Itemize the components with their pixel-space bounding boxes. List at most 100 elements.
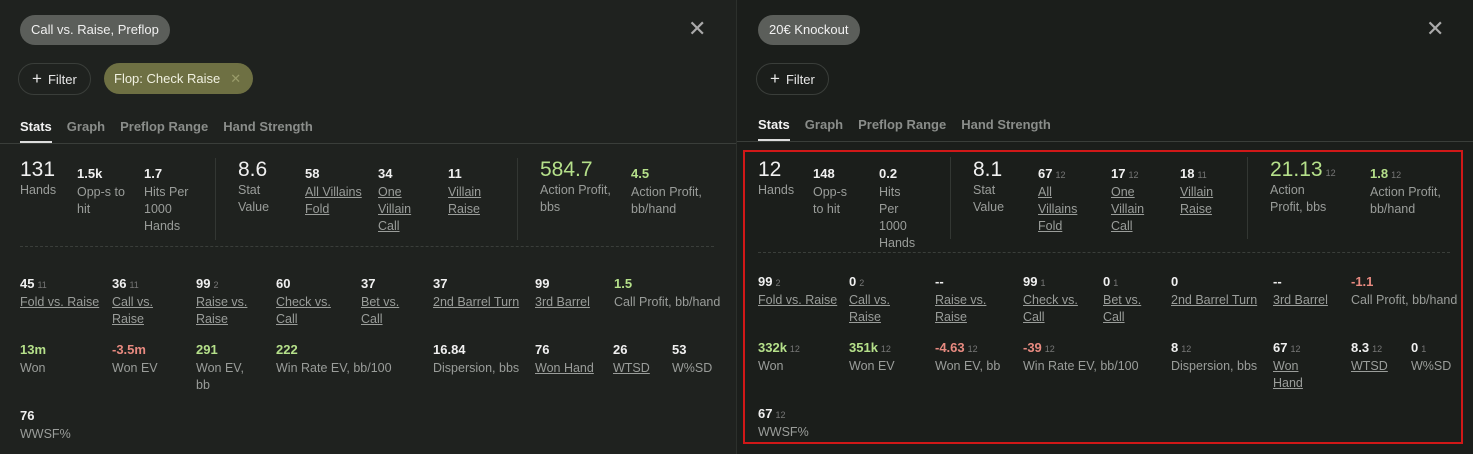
stat-value: 13m [20,342,100,357]
stat-raise-vs-raise[interactable]: -- Raise vs. Raise [935,274,995,326]
stat-value-text: -4.63 [935,340,965,355]
stat-sample-count: 11 [129,280,139,290]
stat-w-sd: 0 1 W%SD [1411,340,1461,375]
stat-label[interactable]: 3rd Barrel [1273,293,1328,307]
stat-label[interactable]: Raise vs. Raise [196,295,248,326]
stat-label[interactable]: Fold vs. Raise [20,295,100,309]
stat-label[interactable]: WTSD [1351,359,1388,373]
stat-label[interactable]: Bet vs. Call [1103,293,1142,324]
stat-wtsd[interactable]: 8.3 12 WTSD [1351,340,1401,375]
stat-value-text: 76 [20,408,35,423]
stat-label[interactable]: Villain Raise [448,185,482,216]
stat-label[interactable]: Bet vs. Call [361,295,400,326]
stat-label[interactable]: Villain Raise [1180,185,1214,216]
tab-graph[interactable]: Graph [804,117,844,132]
stat-value-text: 8.1 [973,158,1003,181]
tab-preflop-range[interactable]: Preflop Range [858,117,947,132]
stat-one-villain-call[interactable]: 17 12 One Villain Call [1111,166,1151,235]
stat-hits-per-1000-hands: 1.7 Hits Per 1000 Hands [144,166,204,235]
stat-value-text: -- [935,274,944,289]
tab-hand-strength[interactable]: Hand Strength [961,117,1051,132]
stat-label[interactable]: WTSD [613,361,650,375]
stat-value-text: 67 [758,406,773,421]
stat-check-vs-call[interactable]: 60 Check vs. Call [276,276,336,328]
tab-stats[interactable]: Stats [20,119,52,143]
stat-value-text: 34 [378,166,393,181]
stat-fold-vs-raise[interactable]: 45 11 Fold vs. Raise [20,276,110,311]
stat-value-text: 1.8 [1370,166,1389,181]
stat-fold-vs-raise[interactable]: 99 2 Fold vs. Raise [758,274,843,309]
stat-value: 222 [276,342,426,357]
stat-all-villains-fold[interactable]: 67 12 All Villains Fold [1038,166,1078,235]
stat-one-villain-call[interactable]: 34 One Villain Call [378,166,428,235]
stat-label[interactable]: One Villain Call [1111,185,1145,233]
stat-value-text: 0.2 [879,166,898,181]
stat-villain-raise[interactable]: 11 Villain Raise [448,166,508,218]
stat-label[interactable]: Check vs. Call [276,295,331,326]
stat-call-vs-raise[interactable]: 0 2 Call vs. Raise [849,274,909,326]
stat-value-text: 99 [535,276,550,291]
stat-won-hand[interactable]: 67 12 Won Hand [1273,340,1313,392]
stat-label[interactable]: One Villain Call [378,185,412,233]
stat-label: Win Rate EV, bb/100 [1023,359,1139,373]
stat-won-hand[interactable]: 76 Won Hand [535,342,605,377]
stat-label[interactable]: Call vs. Raise [849,293,890,324]
stat-label[interactable]: 2nd Barrel Turn [433,295,520,309]
stat-label[interactable]: Call vs. Raise [112,295,153,326]
group-title-chip[interactable]: Call vs. Raise, Preflop [20,15,170,45]
stat-won-ev: -3.5m Won EV [112,342,192,377]
stat-sample-count: 12 [1290,344,1301,354]
stat-wtsd[interactable]: 26 WTSD [613,342,663,377]
stat-bet-vs-call[interactable]: 0 1 Bet vs. Call [1103,274,1153,326]
stat-value-text: 351k [849,340,878,355]
stat-value-text: 13m [20,342,47,357]
stat-value-text: 53 [672,342,687,357]
tab-hand-strength[interactable]: Hand Strength [223,119,313,134]
stat-sample-count: 12 [1181,344,1192,354]
stat-label[interactable]: Fold vs. Raise [758,293,838,307]
tab-graph[interactable]: Graph [66,119,106,134]
stat-all-villains-fold[interactable]: 58 All Villains Fold [305,166,371,218]
stat-label[interactable]: 2nd Barrel Turn [1171,293,1258,307]
tab-preflop-range[interactable]: Preflop Range [120,119,209,134]
close-icon[interactable]: ✕ [1426,16,1445,41]
stat-value-text: 11 [448,166,462,181]
stat-2nd-barrel-turn[interactable]: 37 2nd Barrel Turn [433,276,528,311]
stat-value-text: 0 [849,274,857,289]
stat-label[interactable]: Won Hand [535,361,594,375]
stat-2nd-barrel-turn[interactable]: 0 2nd Barrel Turn [1171,274,1266,309]
stat-value-text: 1.7 [144,166,163,181]
stat-villain-raise[interactable]: 18 11 Villain Raise [1180,166,1230,218]
stat-label[interactable]: All Villains Fold [305,185,362,216]
stat-win-rate-ev-bb-100: 222 Win Rate EV, bb/100 [276,342,426,377]
stat-value-text: 8.6 [238,158,268,181]
stat-label[interactable]: Check vs. Call [1023,293,1078,324]
stat-label[interactable]: 3rd Barrel [535,295,590,309]
stat-value-text: 8 [1171,340,1179,355]
filter-label: Filter [785,72,815,87]
stat-dispersion-bbs: 16.84 Dispersion, bbs [433,342,528,377]
close-icon[interactable]: ✕ [688,16,707,41]
stat-label[interactable]: Raise vs. Raise [935,293,987,324]
stat-label[interactable]: Won Hand [1273,359,1303,390]
stat-value: 67 12 [1273,340,1313,355]
stat-label[interactable]: All Villains Fold [1038,185,1078,233]
stat-check-vs-call[interactable]: 99 1 Check vs. Call [1023,274,1083,326]
stat-value-text: -1.1 [1351,274,1374,289]
group-title-chip[interactable]: 20€ Knockout [758,15,860,45]
stat-call-vs-raise[interactable]: 36 11 Call vs. Raise [112,276,172,328]
stat-3rd-barrel[interactable]: 99 3rd Barrel [535,276,605,311]
stat-value-text: -- [1273,274,1282,289]
stat-3rd-barrel[interactable]: -- 3rd Barrel [1273,274,1343,309]
stat-raise-vs-raise[interactable]: 99 2 Raise vs. Raise [196,276,256,328]
tab-stats[interactable]: Stats [758,117,790,141]
stat-label: Hands [758,183,795,197]
add-filter-button[interactable]: + Filter [756,63,829,95]
active-filter-chip[interactable]: Flop: Check Raise ✕ [104,63,254,94]
remove-filter-icon[interactable]: ✕ [230,71,242,86]
stat-bet-vs-call[interactable]: 37 Bet vs. Call [361,276,411,328]
add-filter-button[interactable]: + Filter [18,63,91,95]
stat-value-text: 26 [613,342,628,357]
stat-value-text: 148 [813,166,835,181]
stat-label: Won EV, bb [196,361,244,392]
